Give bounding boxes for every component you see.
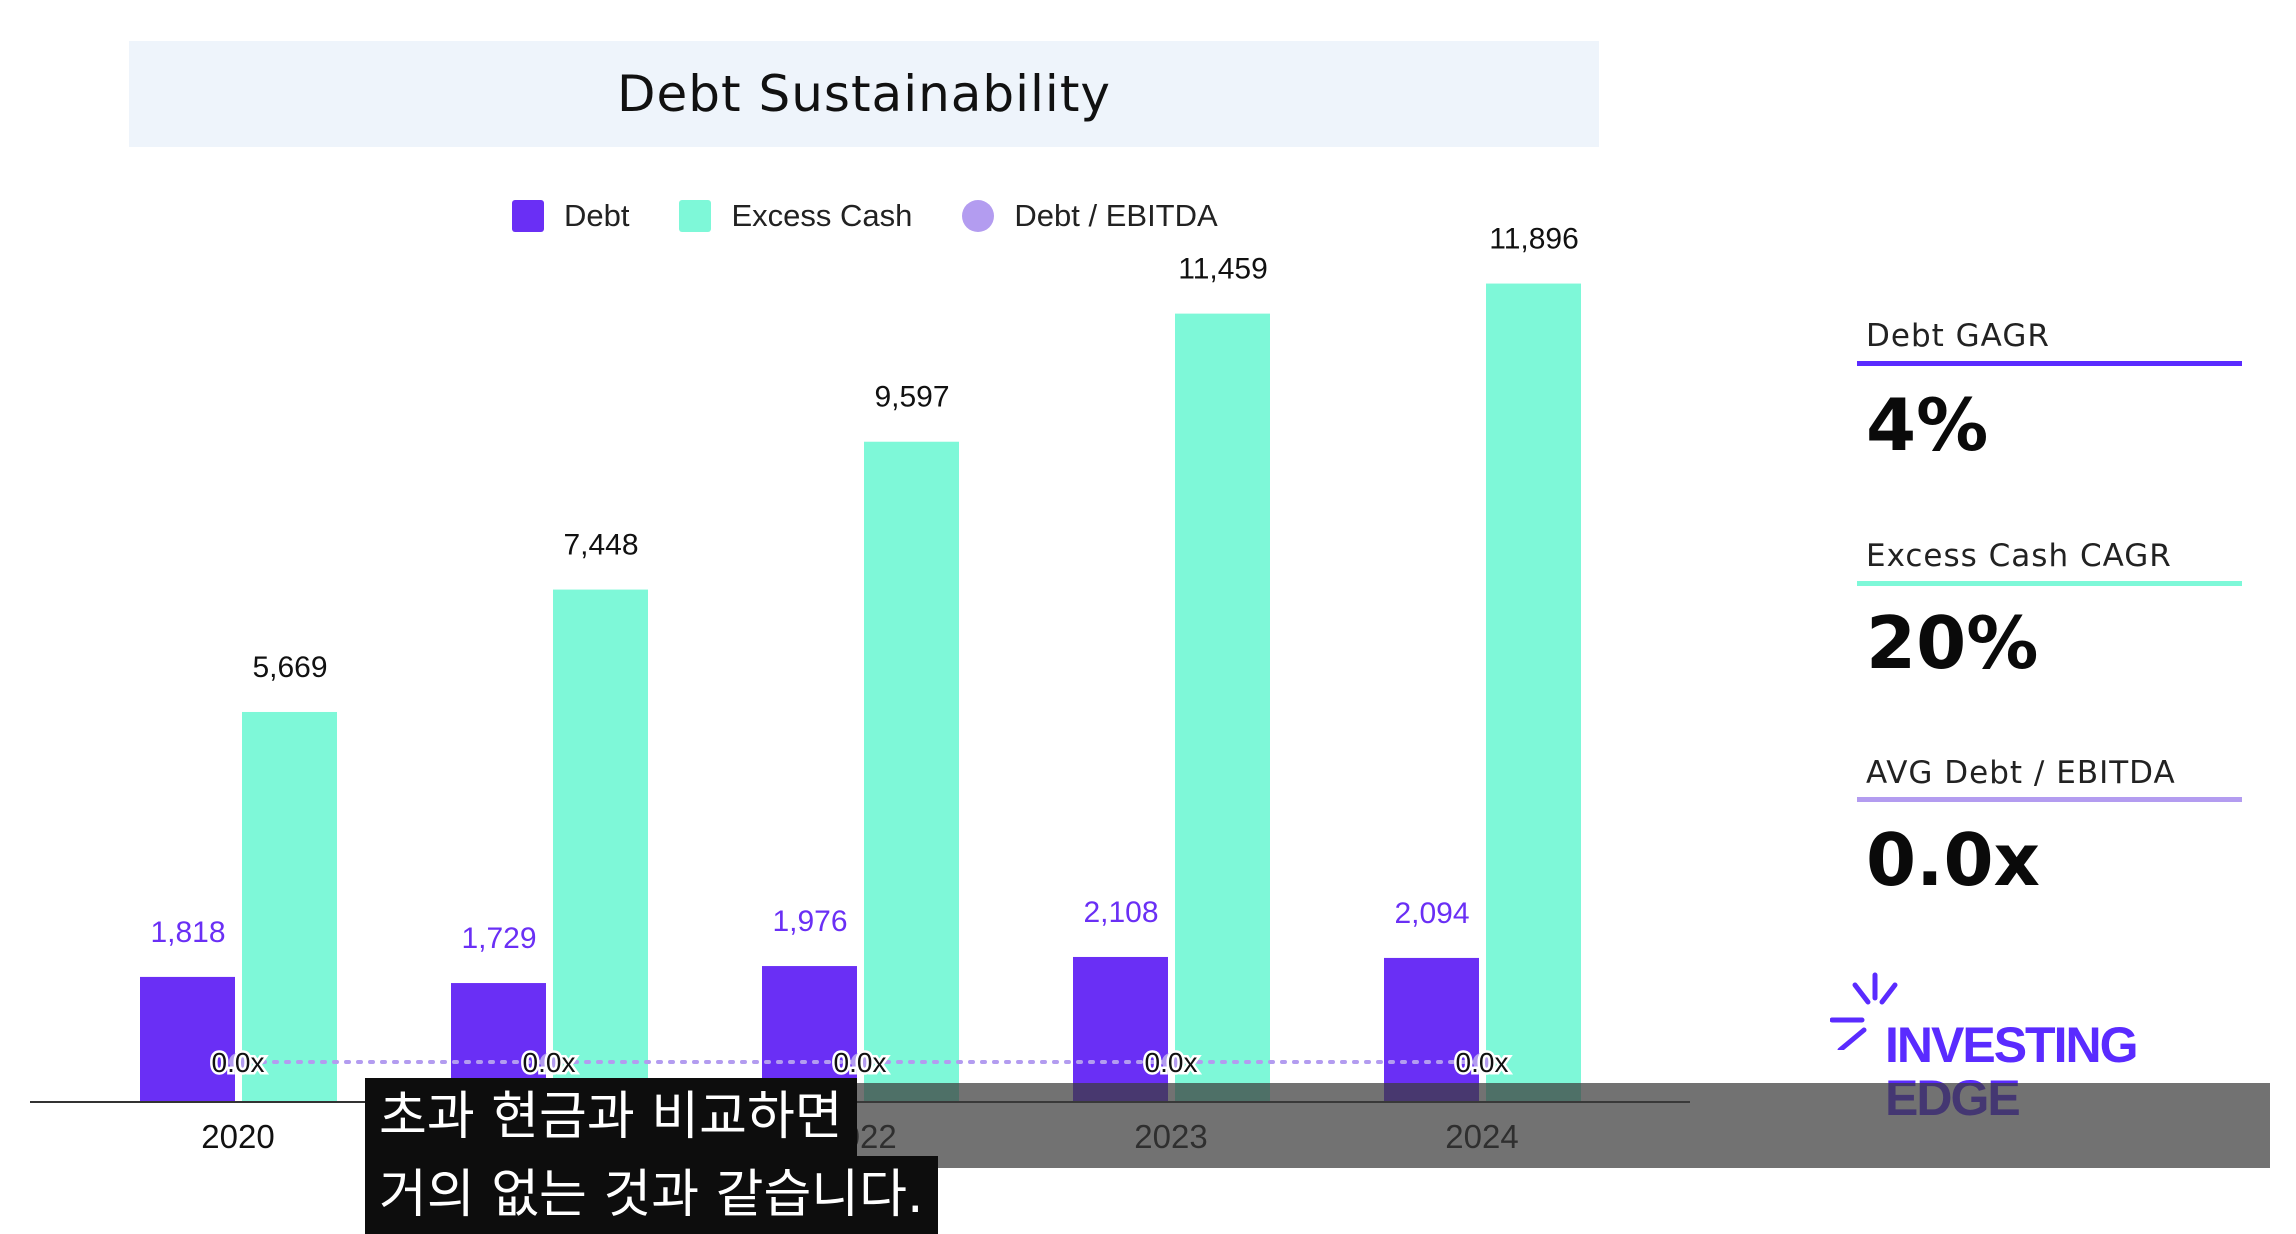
legend-item-debt: Debt [512,198,629,234]
debt-bar-label: 2,094 [1394,897,1469,930]
legend-swatch-debt [512,200,544,232]
kpi-rule-cash [1857,581,2242,586]
debt-ebitda-point [229,1053,247,1071]
bar-chart: 1,8185,66920201,7297,44820211,9769,59720… [30,223,1690,1155]
debt-bar-label: 1,818 [150,916,225,949]
excess-cash-bar-label: 11,459 [1178,253,1268,286]
debt-bar [1073,956,1168,1102]
debt-ebitda-point [1162,1053,1180,1071]
chart-legend: Debt Excess Cash Debt / EBITDA [512,196,1268,236]
debt-bar-label: 1,729 [461,922,536,955]
legend-label-debt: Debt [564,198,630,233]
kpi-rule-ratio [1857,797,2242,802]
kpi-label-debt-gagr: Debt GAGR [1866,318,2050,354]
debt-ebitda-point [1473,1053,1491,1071]
excess-cash-bar-label: 11,896 [1489,223,1579,256]
caption-line-1: 초과 현금과 비교하면 [365,1078,857,1156]
legend-label-excess-cash: Excess Cash [731,198,913,233]
chart-title-band: Debt Sustainability [129,41,1599,147]
debt-ebitda-label: 0.0x [1145,1047,1198,1078]
debt-ebitda-label: 0.0x [212,1047,265,1078]
excess-cash-bar-label: 5,669 [252,651,327,684]
legend-swatch-ratio [962,200,995,232]
debt-bar [140,976,235,1102]
legend-label-ratio: Debt / EBITDA [1014,198,1218,233]
debt-ebitda-point [851,1053,869,1071]
excess-cash-bar [1486,283,1581,1103]
kpi-label-avg-debt-ebitda: AVG Debt / EBITDA [1866,755,2176,791]
debt-ebitda-label: 0.0x [1456,1047,1509,1078]
logo-text-investing: INVESTING [1885,1017,2138,1073]
excess-cash-bar [553,589,648,1102]
debt-bar-label: 1,976 [772,905,847,938]
kpi-value-avg-debt-ebitda: 0.0x [1866,818,2040,902]
chart-title: Debt Sustainability [616,65,1112,123]
debt-ebitda-point [540,1053,558,1071]
legend-swatch-excess-cash [679,200,712,232]
kpi-label-excess-cash-cagr: Excess Cash CAGR [1866,538,2172,574]
debt-ebitda-label: 0.0x [523,1047,576,1078]
excess-cash-bar [1175,313,1270,1102]
excess-cash-bar [864,441,959,1102]
x-tick-label: 2020 [201,1118,274,1155]
debt-bar-label: 2,108 [1083,896,1158,929]
kpi-rule-debt [1857,361,2242,366]
excess-cash-bar-label: 7,448 [563,529,638,562]
kpi-value-debt-gagr: 4% [1866,383,1989,467]
kpi-value-excess-cash-cagr: 20% [1866,601,2039,685]
debt-ebitda-label: 0.0x [834,1047,887,1078]
logo-spark-icon [1830,972,1898,1050]
legend-item-excess-cash: Excess Cash [679,198,912,234]
debt-bar [1384,957,1479,1102]
excess-cash-bar-label: 9,597 [874,381,949,414]
excess-cash-bar [242,711,337,1102]
legend-item-ratio: Debt / EBITDA [962,198,1218,234]
